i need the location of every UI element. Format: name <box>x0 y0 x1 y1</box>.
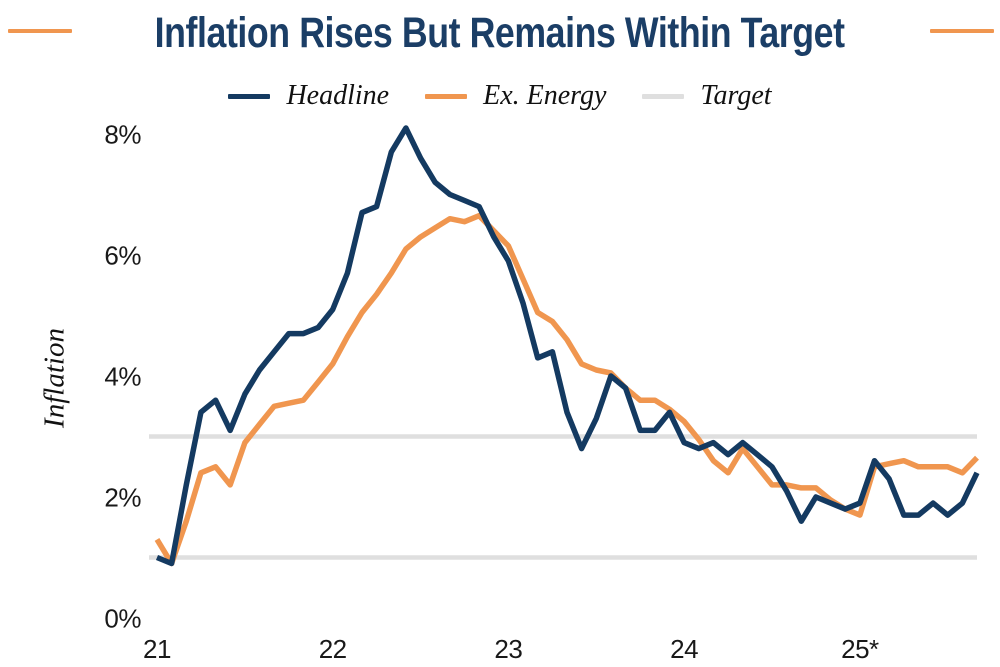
y-tick-label-8pct: 8% <box>104 119 141 150</box>
title-accent-dash-left <box>8 29 72 33</box>
ex-energy-series-line <box>154 212 979 567</box>
chart-title: Inflation Rises But Remains Within Targe… <box>155 8 845 57</box>
legend-item-headline: Headline <box>228 80 389 112</box>
x-tick-label-25: 25* <box>841 634 879 664</box>
ex-energy-line-swatch-icon <box>425 93 468 99</box>
legend-item-ex-energy: Ex. Energy <box>425 80 606 112</box>
legend-label-ex-energy: Ex. Energy <box>483 80 607 111</box>
legend-label-headline: Headline <box>286 80 390 111</box>
legend-item-target: Target <box>642 80 772 112</box>
headline-line-swatch-icon <box>228 93 271 99</box>
x-tick-label-23: 23 <box>494 634 523 664</box>
y-tick-label-0pct: 0% <box>104 603 141 634</box>
x-tick-label-24: 24 <box>670 634 699 664</box>
chart-legend: Headline Ex. Energy Target <box>0 78 1000 114</box>
x-tick-label-22: 22 <box>318 634 347 664</box>
y-tick-label-2pct: 2% <box>104 482 141 513</box>
headline-series-line <box>155 125 980 567</box>
x-tick-label-21: 21 <box>143 634 171 664</box>
title-accent-dash-right <box>930 29 994 33</box>
chart-title-row: Inflation Rises But Remains Within Targe… <box>0 8 1000 58</box>
target-line-swatch-icon <box>642 93 685 99</box>
y-tick-label-4pct: 4% <box>104 361 141 392</box>
y-tick-label-6pct: 6% <box>104 240 141 271</box>
legend-label-target: Target <box>700 80 772 111</box>
